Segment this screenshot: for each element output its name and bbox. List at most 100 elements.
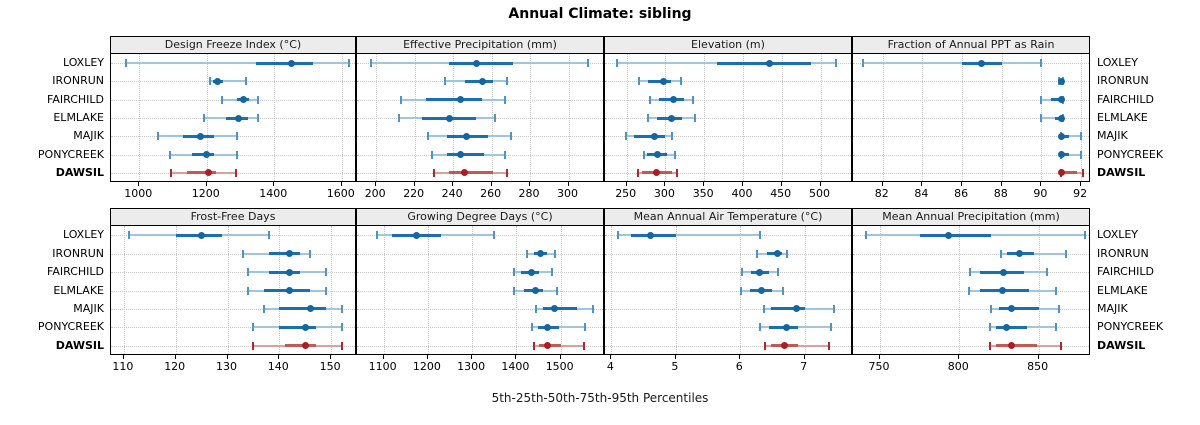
x-axis-tick: [278, 355, 280, 359]
percentile-whisker-majik: [1061, 135, 1082, 138]
x-axis-tick: [1080, 182, 1082, 186]
interquartile-segment-loxley: [256, 61, 314, 65]
whisker-cap: [671, 132, 674, 141]
whisker-cap: [369, 59, 372, 68]
x-axis-tick-label: 750: [868, 360, 890, 373]
x-axis-tick-label: 1200: [412, 360, 441, 373]
whisker-cap: [400, 95, 403, 104]
x-axis-tick: [881, 182, 883, 186]
whisker-cap: [512, 286, 515, 295]
interquartile-segment-ponycreek: [1061, 153, 1070, 157]
whisker-cap: [756, 249, 758, 258]
whisker-cap: [763, 341, 766, 350]
y-gridline: [605, 99, 851, 101]
whisker-cap: [1058, 304, 1061, 313]
x-axis-tick: [138, 182, 140, 186]
y-gridline: [853, 81, 1089, 83]
x-gridline: [675, 226, 677, 354]
whisker-cap: [990, 304, 992, 313]
x-axis-tick-label: 220: [403, 187, 425, 200]
median-dot-loxley: [288, 59, 296, 67]
x-axis-tick-label: 400: [731, 187, 753, 200]
site-label-right-elmlake: ELMLAKE: [1097, 111, 1148, 124]
percentile-whisker-loxley: [125, 62, 349, 65]
x-gridline: [472, 226, 474, 354]
panel-strip-title: Design Freeze Index (°C): [164, 38, 302, 51]
x-gridline: [882, 54, 884, 181]
x-gridline: [781, 54, 783, 181]
x-gridline: [427, 226, 429, 354]
median-dot-ironrun: [537, 250, 545, 258]
median-dot-fairchild: [528, 268, 536, 276]
interquartile-segment-ironrun: [269, 252, 301, 256]
x-axis-tick-label: 82: [874, 187, 889, 200]
whisker-cap: [340, 323, 343, 332]
x-gridline: [959, 226, 961, 354]
x-gridline: [376, 54, 378, 181]
x-axis-tick: [559, 355, 561, 359]
whisker-cap: [680, 77, 682, 86]
x-axis-tick: [780, 182, 782, 186]
x-axis-tick: [703, 182, 705, 186]
x-axis-tick: [330, 355, 332, 359]
panel-strip-title: Mean Annual Precipitation (mm): [882, 210, 1060, 223]
whisker-cap: [347, 59, 350, 68]
x-gridline: [331, 226, 333, 354]
site-label-right-loxley: LOXLEY: [1097, 228, 1139, 242]
x-axis-tick-label: 90: [1033, 187, 1048, 200]
median-dot-ironrun: [1016, 250, 1024, 258]
x-axis-tick-label: 4: [606, 360, 614, 373]
panel-strip: Elevation (m): [604, 36, 852, 54]
interquartile-segment-majik: [633, 134, 665, 138]
median-dot-dawsil: [301, 342, 309, 350]
y-gridline: [853, 118, 1089, 119]
median-dot-loxley: [944, 231, 952, 239]
y-gridline: [111, 272, 355, 274]
median-dot-ironrun: [660, 77, 668, 85]
panel-plot-area: [110, 54, 356, 182]
median-dot-majik: [306, 305, 314, 313]
x-axis-tick-label: 850: [1027, 360, 1049, 373]
whisker-cap: [582, 341, 585, 350]
whisker-cap: [124, 59, 127, 68]
x-gridline: [626, 54, 628, 181]
whisker-cap: [739, 286, 742, 295]
x-axis-tick-label: 300: [653, 187, 675, 200]
site-label-right-dawsil: DAWSIL: [1097, 165, 1146, 179]
whisker-cap: [647, 114, 650, 122]
x-axis-tick: [1000, 182, 1002, 186]
whisker-cap: [262, 304, 265, 313]
median-dot-elmlake: [758, 287, 765, 294]
y-gridline: [605, 136, 851, 138]
whisker-cap: [616, 59, 619, 68]
panel-strip-title: Growing Degree Days (°C): [407, 210, 553, 223]
y-gridline: [357, 345, 603, 347]
panel-strip-title: Elevation (m): [691, 38, 765, 51]
whisker-cap: [257, 95, 260, 104]
median-dot-dawsil: [781, 342, 789, 350]
x-gridline: [922, 54, 924, 181]
median-dot-majik: [196, 132, 204, 140]
panel-strip: Fraction of Annual PPT as Rain: [852, 36, 1090, 54]
median-dot-majik: [792, 305, 800, 313]
site-label-right-loxley: LOXLEY: [1097, 56, 1139, 70]
panel-growing-degree-days-c: Growing Degree Days (°C) 1100 1200 1300 1400…: [356, 208, 604, 379]
x-gridline: [880, 226, 881, 354]
y-gridline: [111, 308, 355, 310]
median-dot-loxley: [646, 231, 654, 239]
whisker-cap: [967, 286, 970, 295]
whisker-cap: [692, 95, 695, 104]
x-axis-tick-label: 350: [692, 187, 714, 200]
whisker-cap: [530, 323, 533, 332]
whisker-cap: [509, 132, 512, 141]
whisker-cap: [758, 231, 761, 240]
interquartile-segment-ironrun: [648, 79, 671, 83]
x-axis-tick: [567, 182, 569, 186]
site-label-left-majik: MAJIK: [73, 301, 104, 315]
whisker-cap: [832, 304, 835, 313]
x-axis-tick-label: 92: [1073, 187, 1088, 200]
x-axis-tick-label: 140: [267, 360, 289, 373]
site-label-left-ponycreek: PONYCREEK: [37, 147, 104, 161]
x-axis-tick: [610, 355, 612, 359]
whisker-cap: [969, 268, 972, 277]
